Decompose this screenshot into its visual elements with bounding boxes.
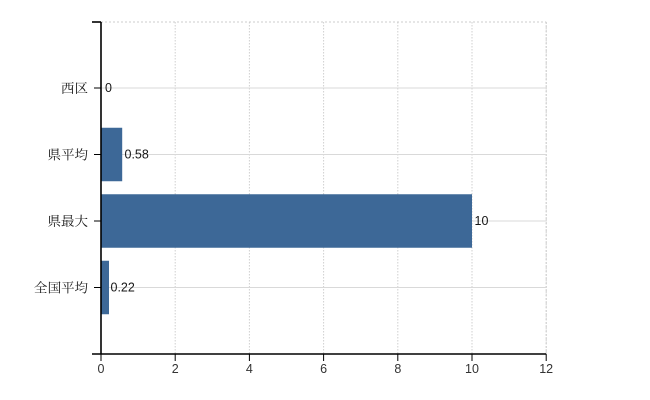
svg-text:4: 4 <box>246 362 253 376</box>
svg-text:12: 12 <box>539 362 553 376</box>
svg-text:県平均: 県平均 <box>48 144 89 164</box>
svg-text:10: 10 <box>475 214 489 228</box>
svg-text:0: 0 <box>98 362 105 376</box>
svg-text:県最大: 県最大 <box>48 210 89 230</box>
svg-text:10: 10 <box>465 362 479 376</box>
svg-text:全国平均: 全国平均 <box>34 277 88 297</box>
svg-text:8: 8 <box>394 362 401 376</box>
svg-text:西区: 西区 <box>61 77 88 97</box>
svg-text:0.58: 0.58 <box>125 148 149 162</box>
svg-text:6: 6 <box>320 362 327 376</box>
svg-text:0.22: 0.22 <box>111 281 135 295</box>
svg-text:0: 0 <box>105 81 112 95</box>
svg-text:2: 2 <box>172 362 179 376</box>
